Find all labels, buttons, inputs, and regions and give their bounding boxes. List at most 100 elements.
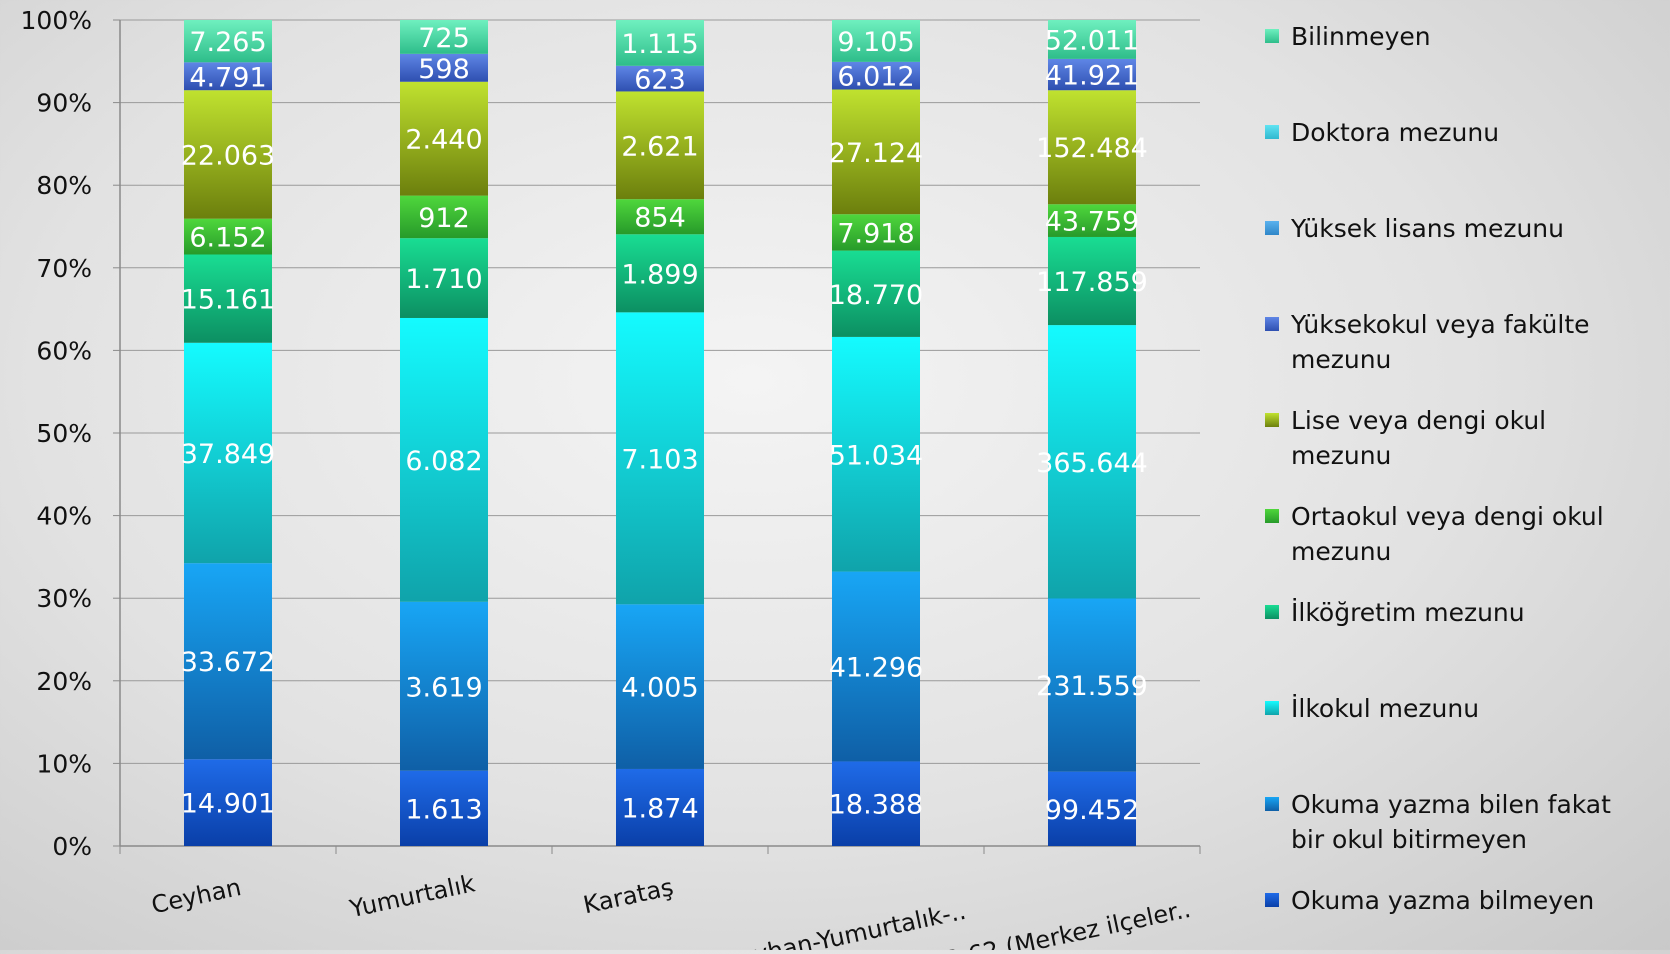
- legend-label: İlköğretim mezunu: [1291, 598, 1525, 627]
- bar-segment: [400, 601, 488, 771]
- legend-label: Yüksekokul veya fakülte mezunu: [1290, 310, 1590, 374]
- bar-segment: [184, 254, 272, 343]
- bar-data-label: 1.710: [405, 264, 482, 295]
- x-category-label: Ceyhan-Yumurtalık-..: [720, 897, 968, 950]
- y-tick-label: 80%: [36, 171, 92, 200]
- bar-data-label: 22.063: [181, 140, 275, 171]
- bar-data-label: 1.874: [621, 793, 698, 824]
- bar-segment: [832, 250, 920, 337]
- bar-data-label: 4.005: [621, 673, 698, 704]
- y-tick-label: 10%: [36, 749, 92, 778]
- bar-data-label: 1.613: [405, 794, 482, 825]
- legend-label: Yüksek lisans mezunu: [1290, 214, 1564, 243]
- bar-segment: [1048, 20, 1136, 59]
- bar-data-label: 6.082: [405, 446, 482, 477]
- legend-label: Ortaokul veya dengi okul mezunu: [1291, 502, 1604, 566]
- bar-segment: [616, 312, 704, 605]
- bar-data-label: 33.672: [181, 647, 275, 678]
- bar-data-label: 7.103: [621, 444, 698, 475]
- bar-segment: [1048, 90, 1136, 205]
- bar-segment: [832, 61, 920, 90]
- bar-data-label: 41.296: [829, 653, 923, 684]
- bar-segment: [1048, 598, 1136, 772]
- bar-data-label: 598: [418, 54, 470, 85]
- legend-swatch: [1265, 221, 1279, 235]
- bar-data-label: 7.265: [189, 27, 266, 58]
- legend-swatch: [1265, 413, 1279, 427]
- bar-segment: [616, 199, 704, 235]
- bar-data-label: 117.859: [1036, 267, 1148, 298]
- legend-swatch: [1265, 701, 1279, 715]
- bar-segment: [616, 234, 704, 313]
- y-tick-label: 20%: [36, 667, 92, 696]
- bar-data-label: 2.440: [405, 125, 482, 156]
- y-tick-label: 30%: [36, 584, 92, 613]
- legend: Bilinmeyen Doktora mezunu Yüksek lisans me…: [1265, 22, 1611, 915]
- legend-swatch: [1265, 797, 1279, 811]
- bar-segment: [832, 89, 920, 215]
- bar-segment: [832, 336, 920, 572]
- bar-data-label: 6.152: [189, 223, 266, 254]
- bar-data-label: 14.901: [181, 789, 275, 820]
- bar-segment: [184, 90, 272, 219]
- bar-data-label: 3.619: [405, 672, 482, 703]
- legend-label: Okuma yazma bilmeyen: [1291, 886, 1594, 915]
- bar-data-label: 2.621: [621, 131, 698, 162]
- bar-segment: [616, 20, 704, 66]
- legend-label: Okuma yazma bilen fakat bir okul bitirmey…: [1291, 790, 1611, 854]
- bar-data-label: 18.770: [829, 280, 923, 311]
- legend-label: Doktora mezunu: [1291, 118, 1499, 147]
- x-category-label: Yumurtalık: [346, 869, 477, 923]
- bar-data-label: 15.161: [181, 285, 275, 316]
- bar-segment: [184, 563, 272, 760]
- bar-data-label: 41.921: [1045, 61, 1139, 92]
- bar-segment: [616, 768, 704, 846]
- bar-data-label: 912: [418, 203, 470, 234]
- bar-segment: [832, 761, 920, 846]
- bar-data-label: 6.012: [837, 62, 914, 93]
- y-tick-label: 40%: [36, 502, 92, 531]
- bar-data-label: 27.124: [829, 138, 923, 169]
- y-tick-label: 50%: [36, 419, 92, 448]
- legend-swatch: [1265, 893, 1279, 907]
- legend-label: Lise veya dengi okul mezunu: [1291, 406, 1546, 470]
- x-category-label: Ceyhan: [149, 873, 244, 919]
- bar-data-label: 7.918: [837, 218, 914, 249]
- legend-swatch: [1265, 125, 1279, 139]
- bar-segment: [184, 342, 272, 564]
- bar-data-label: 1.115: [621, 29, 698, 60]
- bar-segment: [616, 65, 704, 92]
- bar-segment: [832, 571, 920, 762]
- bar-data-label: 43.759: [1045, 207, 1139, 238]
- bar-segment: [1048, 58, 1136, 91]
- legend-label: İlkokul mezunu: [1291, 694, 1479, 723]
- bar-segment: [1048, 204, 1136, 237]
- bar-data-label: 231.559: [1036, 671, 1148, 702]
- bar-data-label: 99.452: [1045, 795, 1139, 826]
- bar-segment: [400, 53, 488, 82]
- bar-data-label: 52.011: [1045, 25, 1139, 56]
- bar-segment: [400, 20, 488, 54]
- bar-segment: [400, 770, 488, 846]
- y-tick-label: 100%: [21, 6, 92, 35]
- bar-segment: [184, 759, 272, 846]
- bar-data-label: 37.849: [181, 439, 275, 470]
- bar-segment: [616, 604, 704, 769]
- bar-data-label: 365.644: [1036, 448, 1148, 479]
- bar-data-label: 152.484: [1036, 133, 1148, 164]
- bar-data-label: 51.034: [829, 440, 923, 471]
- legend-swatch: [1265, 509, 1279, 523]
- legend-label: Bilinmeyen: [1291, 22, 1431, 51]
- bar-segment: [1048, 771, 1136, 846]
- bars: [184, 20, 1136, 846]
- bar-segment: [616, 91, 704, 200]
- y-tick-label: 90%: [36, 89, 92, 118]
- bar-segment: [184, 218, 272, 255]
- bar-segment: [184, 62, 272, 91]
- bar-data-label: 854: [634, 203, 686, 234]
- bar-data-label: 4.791: [189, 62, 266, 93]
- data-labels: 14.901 33.672 37.849 15.161 6.152 22.063 4.791…: [181, 23, 1148, 826]
- y-tick-label: 0%: [52, 832, 92, 861]
- bar-segment: [832, 214, 920, 251]
